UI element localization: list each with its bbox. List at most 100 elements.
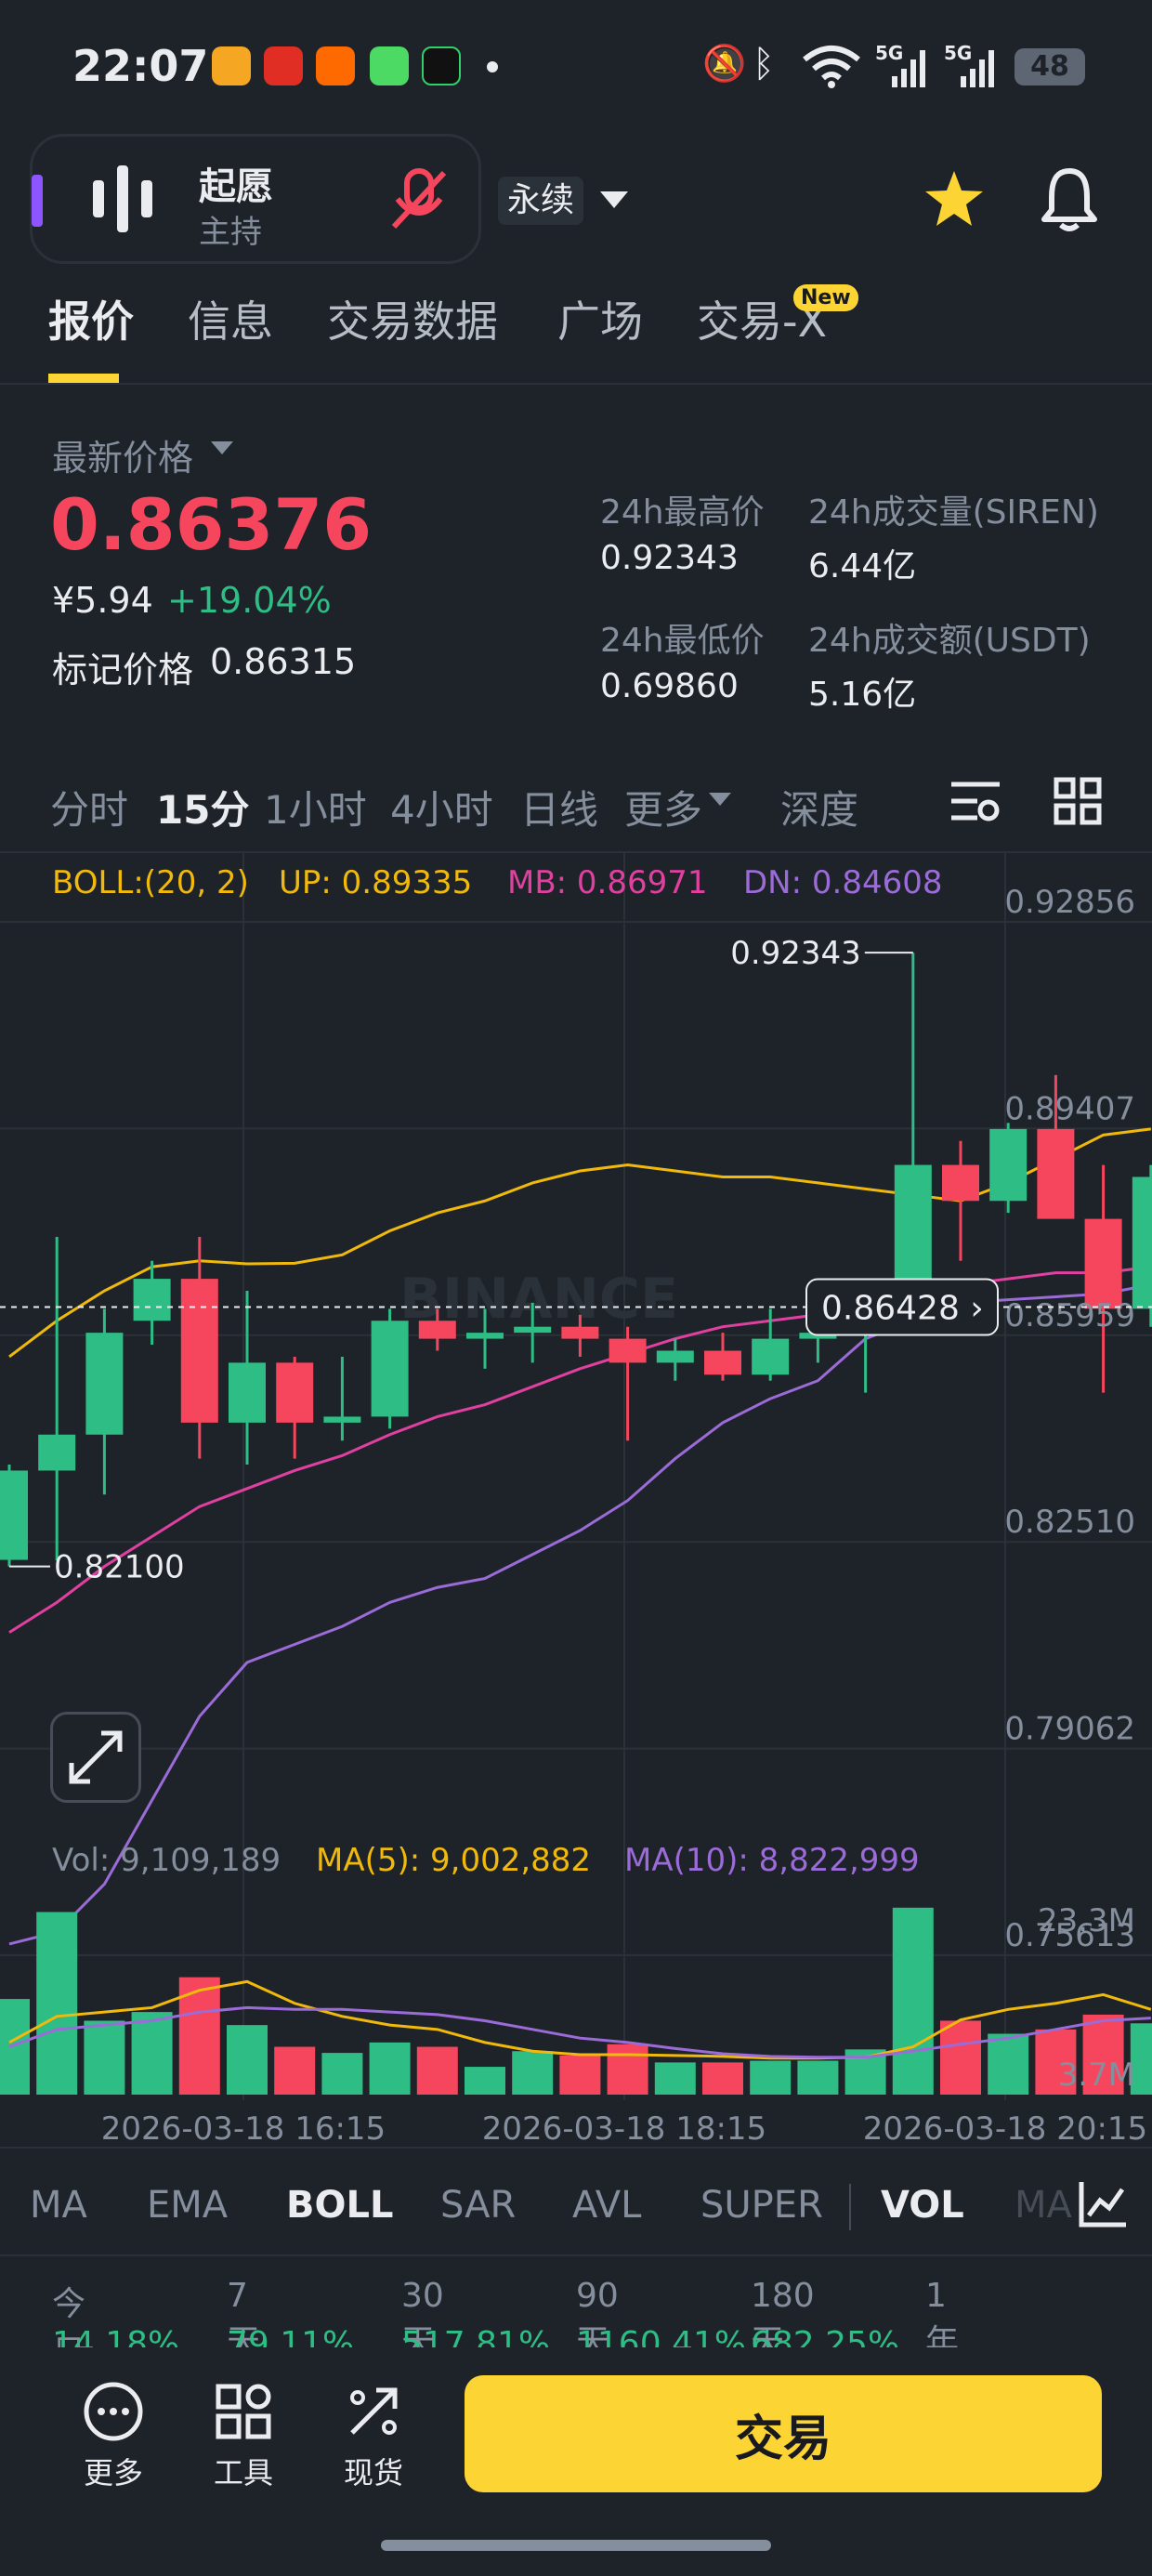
tools-icon [216, 2384, 271, 2439]
current-price-box [805, 1278, 999, 1336]
tab-square[interactable]: 广场 [557, 296, 643, 347]
bluetooth-icon: ᛒ [753, 43, 775, 85]
price-type-dropdown-icon[interactable] [210, 440, 234, 455]
spot-label: 现货 [343, 2455, 403, 2491]
latest-price: 0.86376 [50, 483, 373, 566]
period-time-share[interactable]: 分时 [50, 787, 129, 833]
trade-button[interactable]: 交易 [465, 2375, 1102, 2492]
high-price-label: 0.92343 [730, 935, 861, 972]
live-indicator [32, 175, 43, 227]
tab-quote[interactable]: 报价 [48, 296, 134, 347]
period-1h[interactable]: 1小时 [264, 787, 367, 833]
y-axis-tick: 0.79062 [1004, 1711, 1135, 1748]
volume-axis-min: 3.7M [1058, 2057, 1135, 2094]
more-dropdown-icon[interactable] [708, 792, 732, 807]
indicator-separator [849, 2184, 851, 2230]
candle-body [418, 1321, 456, 1339]
more-dots-icon [84, 2382, 143, 2441]
latest-price-label[interactable]: 最新价格 [52, 438, 194, 479]
volume-axis-max: 23.3M [1038, 1902, 1135, 1939]
candle-body [704, 1350, 741, 1375]
fullscreen-button[interactable] [50, 1712, 141, 1803]
tools-button[interactable]: 工具 [197, 2381, 290, 2492]
indicator-ma-sub[interactable]: MA [1015, 2184, 1072, 2227]
indicator-super[interactable]: SUPER [700, 2184, 823, 2227]
home-indicator[interactable] [381, 2540, 771, 2551]
candle-body [989, 1128, 1028, 1202]
candle-body [609, 1338, 647, 1363]
indicator-ma[interactable]: MA [30, 2184, 87, 2227]
volume-bar [465, 2067, 505, 2095]
volume-bar [1082, 2014, 1124, 2095]
mic-muted-icon[interactable] [390, 167, 450, 232]
svg-text:5G: 5G [875, 42, 903, 64]
chevron-down-icon[interactable] [598, 190, 630, 210]
volume-bar [797, 2060, 839, 2095]
indicator-divider [0, 2254, 1152, 2256]
y-axis-tick: 0.75613 [1004, 1917, 1135, 1954]
volume-ma10: MA(10): 8,822,999 [624, 1842, 920, 1879]
candle-body [180, 1279, 218, 1423]
period-daily[interactable]: 日线 [520, 787, 599, 833]
volume-bar [131, 2012, 173, 2095]
tab-trade-data[interactable]: 交易数据 [327, 296, 498, 347]
indicator-avl[interactable]: AVL [572, 2184, 642, 2227]
volume-bar [36, 1912, 78, 2095]
indicator-sar[interactable]: SAR [440, 2184, 517, 2227]
volume-bar [321, 2053, 363, 2095]
boll-up-value: UP: 0.89335 [279, 864, 473, 901]
spot-swap-icon [350, 2387, 398, 2435]
star-favorite-icon[interactable] [923, 169, 985, 229]
bell-notification-icon[interactable] [1041, 165, 1098, 232]
volume-ma10-line [8, 2005, 1151, 2059]
candle-body [1132, 1176, 1152, 1309]
volume-bar [0, 1999, 30, 2095]
contract-type-label[interactable]: 永续 [498, 177, 584, 225]
volume-24h-label: 24h成交量(SIREN) [808, 493, 1099, 532]
expand-icon [69, 1730, 123, 1784]
candlestick-chart[interactable]: BINANCE 0.928560.894070.859590.825100.79… [0, 853, 1152, 2147]
volume-bar [1130, 2023, 1152, 2095]
candle-body [133, 1279, 171, 1321]
weibo-app-icon [212, 46, 251, 85]
indicator-vol[interactable]: VOL [881, 2184, 964, 2227]
period-more[interactable]: 更多 [624, 787, 703, 833]
volume-bar [892, 1907, 934, 2095]
candle-body [514, 1326, 552, 1334]
music-app-icon [422, 46, 461, 85]
indicator-chart-icon[interactable] [1078, 2178, 1128, 2230]
grid-layout-icon[interactable] [1054, 777, 1102, 825]
period-4h[interactable]: 4小时 [390, 787, 493, 833]
y-axis-tick: 0.92856 [1004, 884, 1135, 921]
volume-bar [416, 2046, 458, 2095]
tab-info[interactable]: 信息 [188, 296, 273, 347]
mute-icon: 🔕 [702, 43, 747, 84]
signal-5g-1-icon: 5G [875, 42, 925, 87]
volume-bar [178, 1977, 220, 2095]
chart-bottom-divider [0, 2147, 1152, 2149]
indicator-boll[interactable]: BOLL [286, 2184, 394, 2227]
period-15m[interactable]: 15分 [156, 787, 250, 833]
volume-bar [1035, 2029, 1077, 2095]
spot-button[interactable]: 现货 [327, 2381, 420, 2492]
chart-settings-icon[interactable] [949, 777, 1001, 825]
candle-body [942, 1164, 979, 1202]
more-button[interactable]: 更多 [67, 2381, 160, 2492]
candle-body [276, 1362, 314, 1423]
indicator-ema[interactable]: EMA [147, 2184, 229, 2227]
taobao-app-icon [316, 46, 355, 85]
candle-body [38, 1434, 76, 1471]
high-24h-value: 0.92343 [600, 539, 739, 577]
mark-price: 0.86315 [210, 641, 357, 682]
candle-body [1084, 1218, 1122, 1309]
live-host-card[interactable] [30, 134, 481, 264]
volume-ma5: MA(5): 9,002,882 [316, 1842, 592, 1879]
depth-tab[interactable]: 深度 [780, 787, 859, 833]
volume-ma5-line [8, 1979, 1152, 2060]
volume-value: Vol: 9,109,189 [52, 1842, 281, 1879]
volume-bar [750, 2060, 792, 2095]
svg-text:5G: 5G [944, 42, 972, 64]
volume-bar [607, 2044, 648, 2095]
message-app-icon [370, 46, 409, 85]
y-axis-tick: 0.89407 [1004, 1090, 1135, 1127]
